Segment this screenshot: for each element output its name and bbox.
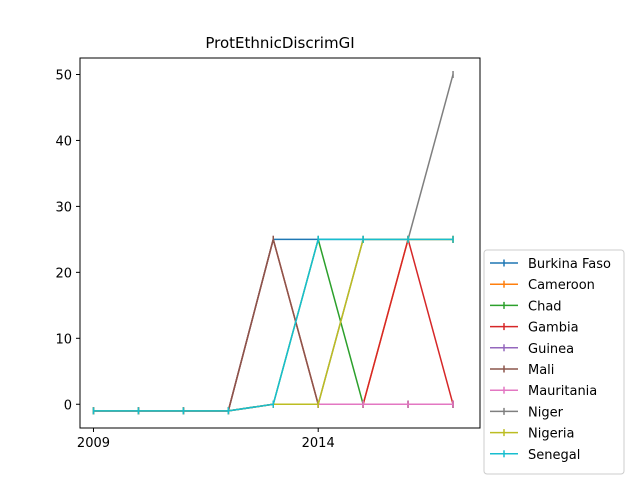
series-line	[93, 236, 454, 412]
series-senegal	[92, 235, 454, 415]
y-tick-label: 30	[55, 200, 72, 215]
y-axis: 0 10 20 30 40 50	[55, 68, 80, 413]
x-tick-label: 2009	[77, 436, 110, 451]
series-chad	[92, 235, 454, 415]
legend-item: Nigeria	[490, 427, 575, 442]
chart-title: ProtEthnicDiscrimGI	[205, 34, 354, 52]
series-nigeria	[92, 235, 454, 415]
legend-label: Mauritania	[528, 384, 597, 399]
y-tick-label: 10	[55, 332, 72, 347]
legend-label: Guinea	[528, 342, 574, 357]
series-line	[93, 238, 454, 412]
legend-label: Niger	[528, 405, 564, 420]
series-cameroon	[92, 235, 454, 415]
legend-item: Mauritania	[490, 384, 597, 399]
plot-frame	[79, 57, 481, 429]
y-tick-label: 40	[55, 134, 72, 149]
legend: Burkina Faso Cameroon Chad Gambia Guinea Mali…	[483, 249, 625, 475]
y-tick-label: 0	[64, 398, 72, 413]
legend-box	[483, 249, 625, 475]
legend-label: Cameroon	[528, 278, 595, 293]
legend-item: Guinea	[490, 342, 574, 357]
legend-item: Burkina Faso	[490, 257, 611, 272]
legend-label: Senegal	[528, 448, 580, 463]
series-line	[93, 238, 454, 412]
series-mali	[92, 235, 454, 415]
legend-item: Niger	[490, 405, 564, 420]
legend-item: Mali	[490, 363, 554, 378]
legend-item: Senegal	[490, 448, 580, 463]
series-line	[93, 236, 454, 412]
legend-label: Burkina Faso	[528, 257, 611, 272]
legend-label: Nigeria	[528, 427, 575, 442]
legend-item: Chad	[490, 299, 562, 314]
series-line	[93, 236, 454, 412]
series-burkina-faso	[92, 235, 454, 415]
legend-item: Gambia	[490, 321, 579, 336]
x-axis: 2009 2014	[77, 428, 335, 451]
series-layer	[92, 70, 454, 415]
legend-label: Gambia	[528, 321, 579, 336]
x-tick-label: 2014	[302, 436, 335, 451]
series-line	[93, 238, 454, 412]
series-gambia	[92, 235, 454, 415]
legend-label: Chad	[528, 299, 562, 314]
series-line	[93, 238, 454, 412]
y-tick-label: 50	[55, 68, 72, 83]
legend-label: Mali	[528, 363, 554, 378]
y-tick-label: 20	[55, 266, 72, 281]
legend-item: Cameroon	[490, 278, 595, 293]
